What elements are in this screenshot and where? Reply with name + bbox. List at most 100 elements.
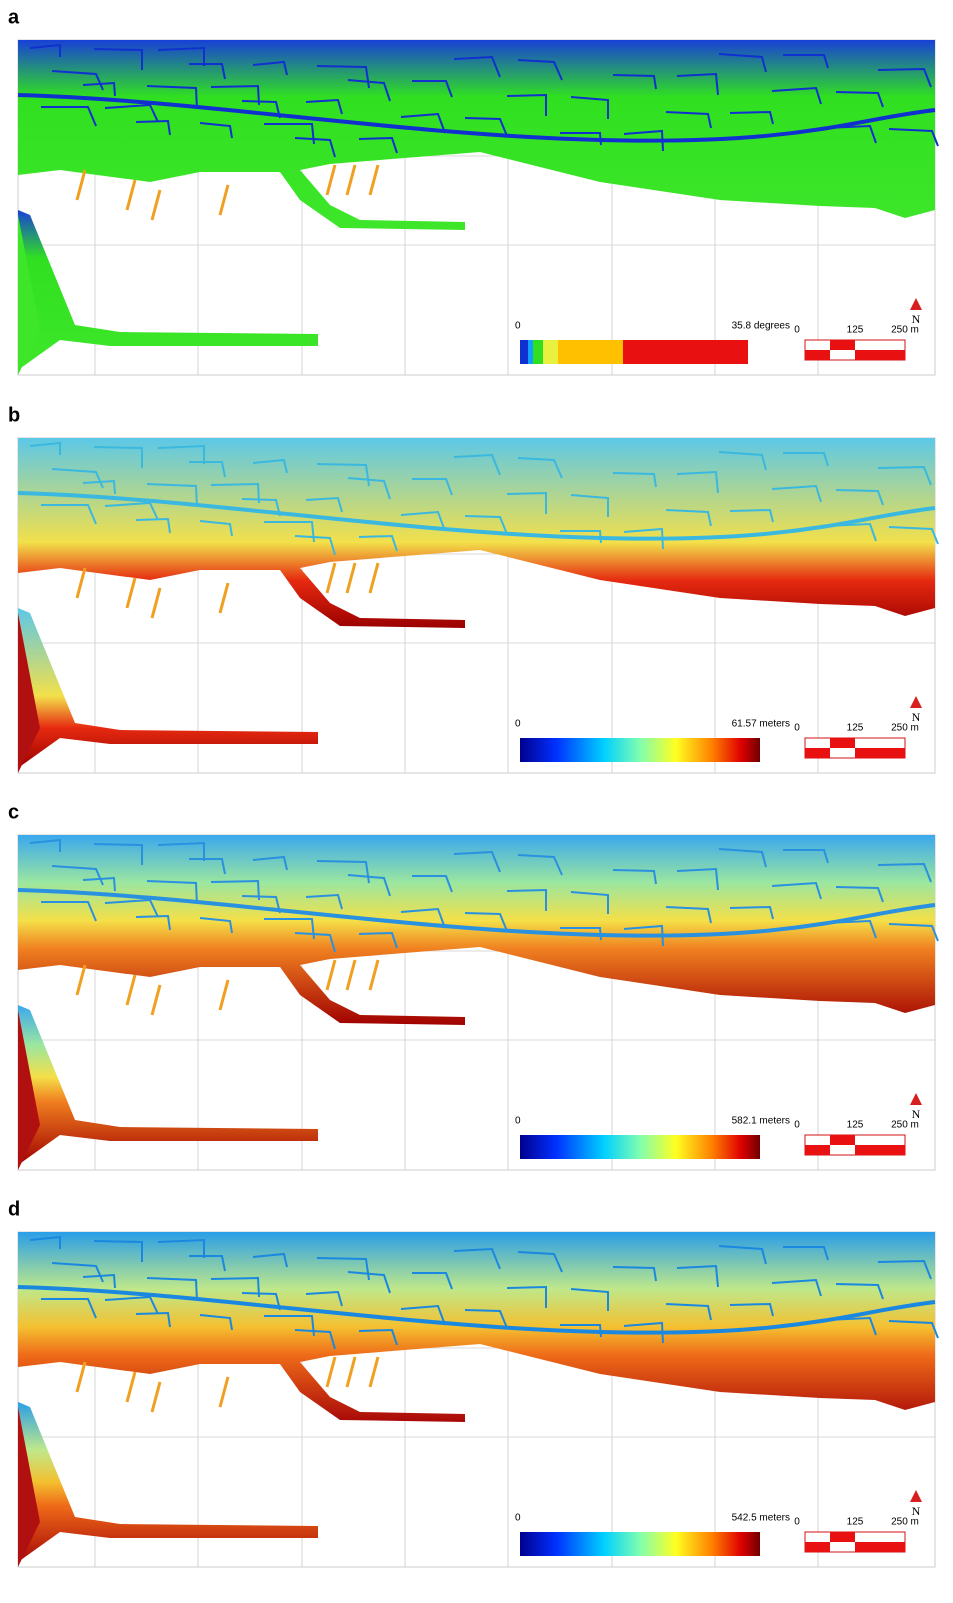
street [412,478,453,496]
street [241,1292,281,1311]
street [305,496,343,513]
pier [345,164,357,196]
pier [150,984,162,1016]
street [305,893,343,910]
street [189,63,226,80]
street [135,914,171,931]
street [104,501,159,521]
pier [150,1381,162,1413]
street [51,70,104,91]
street [665,1303,712,1321]
street [835,886,884,903]
legend-min: 0 [515,321,521,332]
street [157,841,205,861]
scale-label: 0 [794,325,800,336]
coast-area [18,613,40,773]
street [294,1329,336,1350]
pier [368,959,380,991]
scale-block [805,748,830,758]
street [358,1328,398,1346]
street [464,1309,508,1329]
street [199,122,233,139]
pier [325,959,337,991]
scale-label: 0 [794,1120,800,1131]
street [29,441,61,455]
legend-min: 0 [515,1513,521,1524]
street [888,128,939,147]
street [612,869,657,885]
street [570,96,609,119]
street [506,93,547,116]
coast-area [18,1407,40,1567]
street [729,110,774,125]
street [157,444,205,464]
jetty-area [18,210,318,370]
legend-swatch [528,340,533,364]
legend-max: 61.57 meters [732,719,790,730]
pier [218,1376,230,1408]
street [82,81,116,97]
street [771,86,822,105]
coast-area [18,215,40,375]
north-label: N [912,312,921,326]
street [412,1272,453,1290]
street [665,906,712,924]
street [612,74,657,90]
street [718,848,767,868]
pier [150,587,162,619]
street [347,79,391,102]
street [104,103,159,123]
rail-line [17,491,936,541]
scale-block [830,738,855,748]
street [453,453,501,476]
pier [125,179,137,211]
pier [75,567,87,599]
street [623,1321,664,1344]
street [51,865,104,886]
legend-colorbar [520,738,760,762]
street [506,1285,547,1308]
scale-block [830,1532,855,1542]
street [264,1315,315,1337]
street [264,521,315,543]
north-arrow [910,696,922,708]
scale-label: 250 m [891,723,919,734]
scale-label: 250 m [891,1517,919,1528]
street [135,1311,171,1328]
street [294,535,336,556]
legend-colorbar [520,1135,760,1159]
street [252,458,288,474]
street [400,510,446,532]
street [29,43,61,57]
street [146,1277,198,1302]
scale-label: 250 m [891,1120,919,1131]
legend-max: 582.1 meters [732,1116,790,1127]
street [665,111,712,129]
street [316,1257,370,1281]
pier [75,1361,87,1393]
street [210,1276,260,1298]
scale-label: 250 m [891,325,919,336]
map-panel: N 0 61.57 meters 0 125 250 m [17,437,939,774]
legend-max: 542.5 meters [732,1513,790,1524]
street [783,54,829,69]
street [676,72,719,96]
street [718,451,767,471]
map-panel: N 0 542.5 meters 0 125 250 m [17,1231,939,1568]
legend-swatch [520,340,528,364]
street [835,489,884,506]
street [199,1314,233,1331]
pier [345,959,357,991]
legend-swatch [543,340,558,364]
street [210,84,260,106]
street [400,1304,446,1326]
street [358,534,398,552]
street [665,509,712,527]
scale-block [805,1145,830,1155]
rail-line [17,93,936,143]
street [294,932,336,953]
street [771,484,822,503]
street [104,898,159,918]
street [464,515,508,535]
